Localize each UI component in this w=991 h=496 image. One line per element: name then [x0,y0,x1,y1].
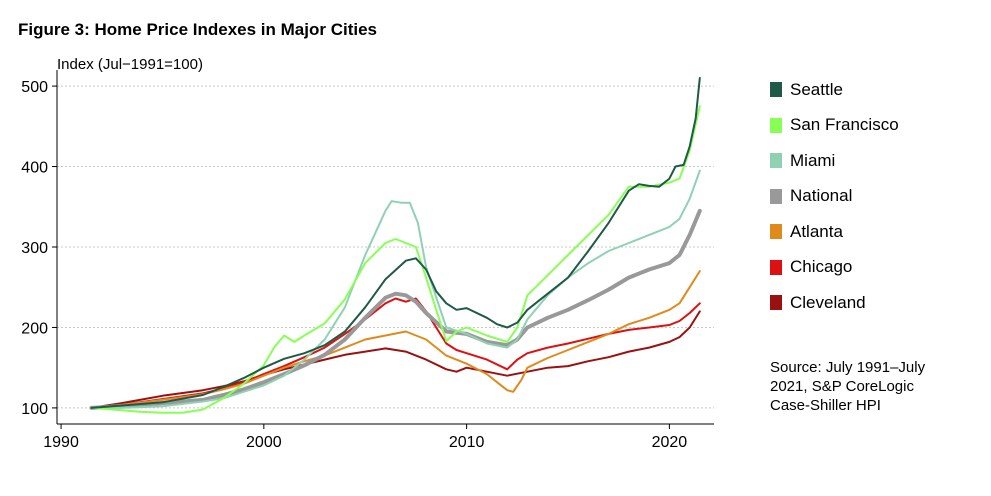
legend-item: Atlanta [770,214,899,250]
source-line: Case-Shiller HPI [770,397,881,414]
legend-item: National [770,179,899,215]
series-line-atlanta [90,270,701,409]
y-tick-label: 300 [21,240,48,257]
series-line-seattle [90,77,701,409]
legend-swatch [770,188,782,204]
legend-item: San Francisco [770,108,899,144]
x-tick-label: 1990 [43,434,79,451]
x-tick-label: 2020 [652,434,688,451]
legend-item: Chicago [770,250,899,286]
legend-label: National [790,186,853,206]
chart-title: Figure 3: Home Price Indexes in Major Ci… [18,20,377,39]
y-tick-label: 500 [21,79,48,96]
legend-label: Atlanta [790,221,843,241]
legend-label: Miami [790,150,836,170]
legend-swatch [770,153,782,169]
source-line: Source: July 1991–July [770,359,926,376]
source-line: 2021, S&P CoreLogic [770,378,914,395]
x-tick-label: 2010 [449,434,485,451]
legend-swatch [770,82,782,98]
legend-label: Chicago [790,257,853,277]
y-axis-label: Index (Jul−1991=100) [57,56,203,73]
y-tick-label: 400 [21,160,48,177]
legend-swatch [770,259,782,275]
y-tick-label: 100 [21,401,48,418]
source-note: Source: July 1991–July 2021, S&P CoreLog… [770,358,925,415]
series-line-national [89,208,702,410]
legend-item: Miami [770,143,899,179]
x-tick-label: 2000 [246,434,282,451]
series-line-chicago [90,297,701,409]
series-line-cleveland [90,310,701,409]
legend-swatch [770,224,782,240]
legend-label: San Francisco [790,115,899,135]
legend-label: Cleveland [790,292,866,312]
y-tick-label: 200 [21,320,48,337]
series-line-san-francisco [90,105,701,414]
legend-item: Seattle [770,72,899,108]
legend-item: Cleveland [770,285,899,321]
chart-legend: Seattle San Francisco Miami National Atlanta… [770,72,899,321]
legend-swatch [770,295,782,311]
series-line-miami [90,169,701,409]
legend-swatch [770,117,782,133]
legend-label: Seattle [790,79,843,99]
